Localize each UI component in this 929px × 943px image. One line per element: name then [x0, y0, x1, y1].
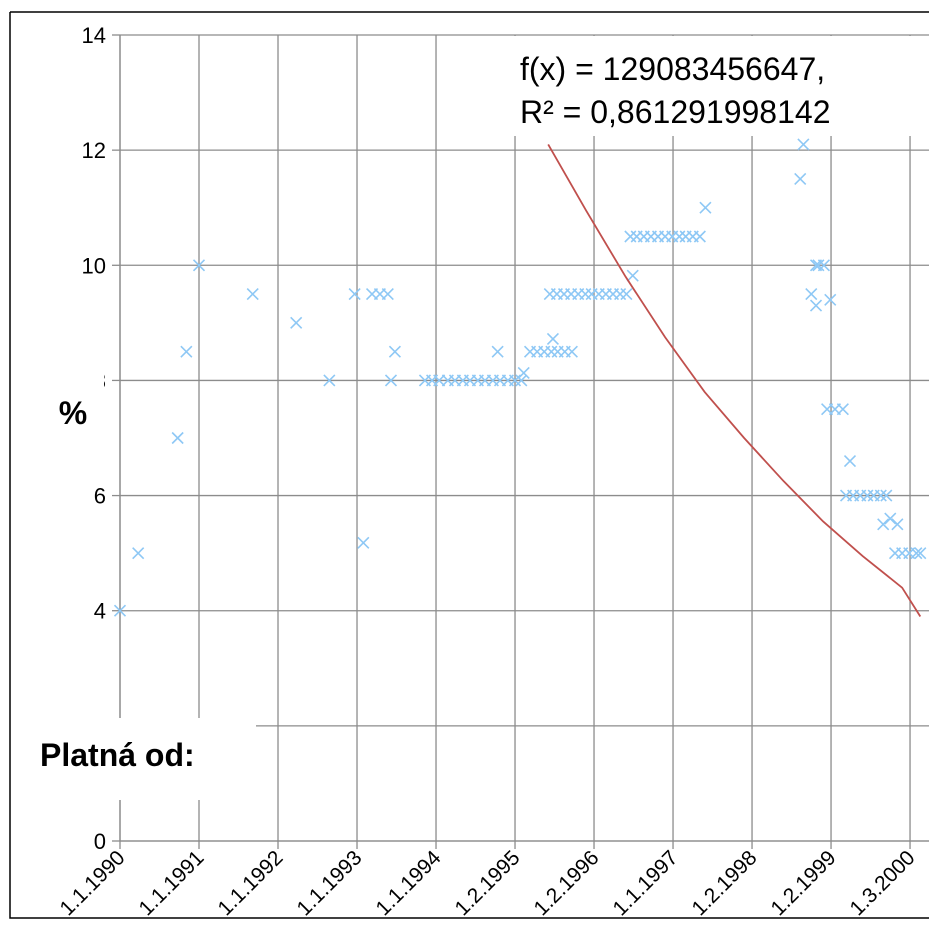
point [673, 230, 686, 243]
point [874, 489, 887, 502]
point [809, 299, 823, 312]
point [348, 288, 361, 301]
y-tick-label: 14 [82, 23, 106, 48]
point [357, 536, 370, 549]
point [891, 518, 904, 531]
point [614, 288, 627, 301]
x-tick-label: 1.1.1991 [134, 846, 208, 920]
point [817, 259, 830, 272]
x-tick-label: 1.1.1993 [292, 846, 366, 920]
point [180, 345, 193, 358]
point [884, 512, 897, 525]
point [132, 547, 145, 560]
equation-box [500, 36, 929, 136]
y-tick-label: 4 [94, 599, 106, 624]
point [515, 374, 528, 387]
point [843, 454, 857, 468]
point [579, 288, 592, 301]
point [517, 366, 530, 380]
x-tick-label: 1.1.1994 [371, 846, 445, 920]
point [381, 288, 394, 301]
x-tick-label: 1.1.1992 [213, 846, 287, 920]
y-label-box [42, 372, 104, 452]
x-tick-label: 1.2.1996 [529, 846, 603, 920]
point [794, 172, 807, 185]
point [171, 431, 184, 445]
x-tick-label: 1.1.1997 [608, 846, 682, 920]
point [192, 259, 206, 272]
point [433, 374, 446, 387]
point [546, 332, 560, 346]
x-tick-label: 1.3.2000 [846, 846, 920, 920]
point [113, 604, 127, 617]
y-tick-label: 6 [94, 484, 106, 509]
x-tick-label: 1.2.1999 [767, 846, 841, 920]
x-tick-label: 1.2.1995 [450, 846, 524, 920]
point [914, 547, 927, 560]
point [290, 316, 303, 329]
point [246, 288, 259, 301]
x-label-box [30, 718, 256, 800]
x-tick-label: 1.1.1990 [55, 846, 129, 920]
point [626, 269, 639, 282]
point [388, 345, 401, 358]
point [620, 288, 633, 301]
point [323, 374, 336, 387]
point [880, 489, 893, 502]
point [545, 345, 558, 358]
point [812, 259, 825, 272]
y-tick-label: 12 [82, 138, 106, 163]
y-axis-label: % [59, 395, 87, 431]
x-tick-label: 1.2.1998 [687, 846, 761, 920]
point [565, 345, 578, 358]
y-tick-label: 10 [82, 253, 106, 278]
r-squared: R² = 0,861291998142 [520, 94, 830, 130]
point [797, 138, 810, 151]
point [384, 374, 398, 387]
point [805, 288, 818, 301]
point [491, 345, 504, 358]
x-axis-label: Platná od: [40, 737, 195, 773]
point [836, 403, 849, 416]
point [693, 230, 706, 243]
point [824, 293, 837, 306]
point [699, 201, 712, 214]
point [910, 547, 923, 560]
trendline [547, 143, 922, 617]
frame [9, 11, 929, 919]
point [877, 518, 890, 531]
y-tick-label: 0 [94, 829, 106, 854]
equation: f(x) = 129083456647, [520, 51, 825, 87]
point [624, 230, 637, 243]
